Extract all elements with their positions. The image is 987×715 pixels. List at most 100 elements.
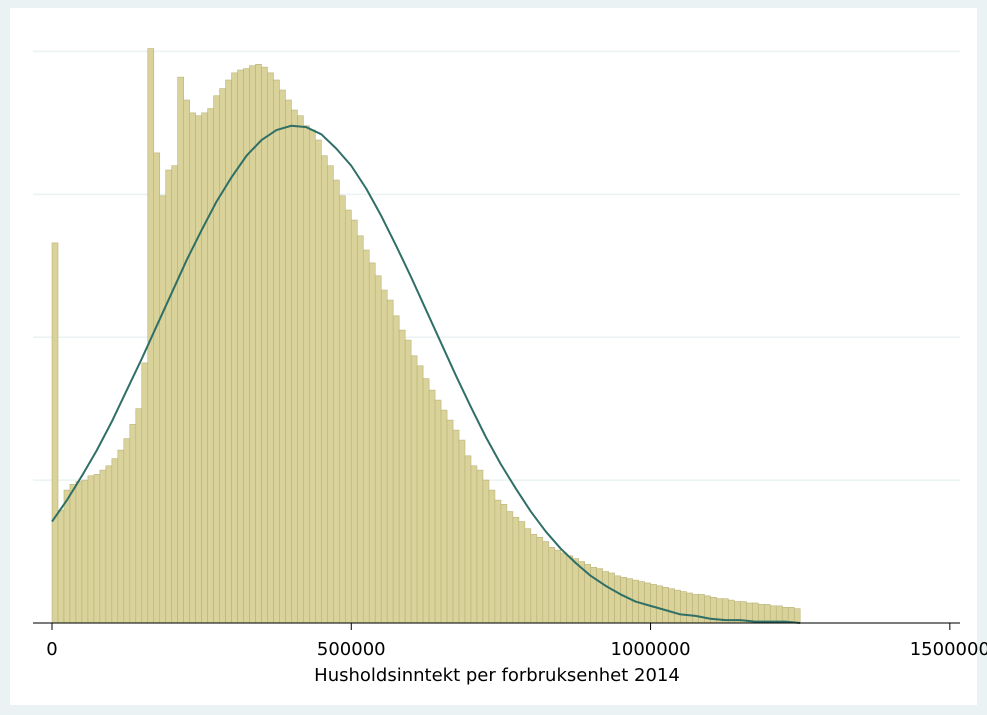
histogram-bar xyxy=(560,552,568,624)
histogram-bar xyxy=(69,484,77,624)
histogram-bar xyxy=(159,195,167,624)
histogram-bar xyxy=(470,465,478,624)
histogram-bar xyxy=(434,399,442,624)
histogram-bar xyxy=(207,108,214,624)
histogram-bar xyxy=(141,362,149,624)
histogram-bar xyxy=(99,469,107,624)
histogram-bar xyxy=(752,602,759,624)
histogram-bar xyxy=(542,541,550,624)
histogram-bar xyxy=(231,72,238,624)
histogram-bar xyxy=(614,575,621,624)
histogram-bar xyxy=(213,95,220,624)
histogram-bar xyxy=(476,469,484,624)
histogram-bar xyxy=(380,289,388,624)
histogram-bar xyxy=(787,606,795,624)
histogram-bar xyxy=(195,115,202,624)
histogram-bar xyxy=(362,249,370,624)
x-tick-label: 0 xyxy=(46,639,57,660)
histogram-bar xyxy=(674,589,681,624)
histogram-bar xyxy=(524,528,532,624)
histogram-bar xyxy=(500,504,508,624)
histogram-bar xyxy=(530,534,538,624)
histogram-bar xyxy=(608,572,615,624)
histogram-bar xyxy=(117,449,125,624)
histogram-bar xyxy=(446,419,454,624)
histogram-bar xyxy=(620,576,627,624)
histogram-bar xyxy=(566,555,574,624)
histogram-bar xyxy=(356,235,364,624)
histogram-bar xyxy=(440,409,448,624)
normal-curve xyxy=(51,124,801,624)
histogram-bar xyxy=(57,509,65,624)
histogram-bar xyxy=(548,546,556,624)
histogram-bar xyxy=(333,179,340,624)
histogram-bar xyxy=(273,79,280,624)
histogram-bar xyxy=(189,112,196,624)
histogram-bar xyxy=(123,438,131,624)
histogram-bar xyxy=(243,68,250,624)
histogram-bar xyxy=(458,439,466,624)
x-axis-label: Husholdsinntekt per forbruksenhet 2014 xyxy=(314,665,680,686)
histogram-bar xyxy=(309,129,316,624)
histogram-bar xyxy=(464,455,472,624)
histogram-bar xyxy=(554,549,562,624)
histogram-bar xyxy=(237,69,244,624)
histogram-bar xyxy=(386,299,394,624)
histogram-bar xyxy=(428,389,436,624)
histogram-bar xyxy=(339,195,346,624)
histogram-bar xyxy=(698,594,705,624)
histogram-bar xyxy=(261,66,268,624)
x-tick-label: 1000000 xyxy=(610,639,690,660)
histogram-bar xyxy=(315,139,322,624)
histogram-bar xyxy=(482,479,490,624)
histogram-bar xyxy=(692,594,699,624)
x-tick-label: 1500000 xyxy=(910,639,987,660)
histogram-bar xyxy=(93,474,101,624)
histogram-bar xyxy=(267,72,274,624)
histogram-bar xyxy=(255,63,262,624)
histogram-bar xyxy=(668,588,675,624)
histogram-bar xyxy=(488,489,496,624)
histogram-bar xyxy=(129,424,137,624)
histogram-bar xyxy=(75,481,83,624)
histogram-bar xyxy=(327,165,334,624)
histogram-bar xyxy=(650,584,657,624)
histogram-bar xyxy=(452,429,460,624)
histogram-bar xyxy=(291,109,298,624)
histogram-bar xyxy=(763,604,771,624)
histogram-bar xyxy=(656,585,663,624)
histogram-bar xyxy=(775,605,783,624)
histogram-bar xyxy=(596,568,603,624)
histogram-bar xyxy=(368,262,376,624)
histogram-bar xyxy=(572,558,580,624)
histogram-bar xyxy=(680,591,687,624)
histogram-bar xyxy=(769,605,777,624)
histogram-bar xyxy=(536,536,544,624)
histogram-bar xyxy=(177,76,184,624)
histogram-bar xyxy=(398,329,406,624)
histogram-bar xyxy=(279,89,286,624)
histogram-bar xyxy=(201,112,208,624)
histogram-bar xyxy=(219,88,226,624)
histogram-bar xyxy=(757,604,765,624)
histogram-bar xyxy=(644,582,651,624)
histogram-bar xyxy=(416,365,424,624)
histogram-bar xyxy=(344,209,352,624)
histogram-bar xyxy=(793,608,801,624)
histogram-bar xyxy=(285,99,292,624)
x-tick-label: 500000 xyxy=(317,639,386,660)
histogram-bar xyxy=(171,165,178,624)
histogram-bar xyxy=(297,115,304,624)
histogram-bar xyxy=(392,315,400,624)
histogram-bar xyxy=(626,578,633,624)
histogram-bar xyxy=(303,125,310,624)
histogram-bar xyxy=(422,378,430,624)
histogram-bar xyxy=(111,458,119,624)
histogram-bar xyxy=(506,511,514,624)
histogram-bar xyxy=(321,155,328,624)
histogram-bar xyxy=(686,592,693,624)
histogram-bar xyxy=(87,475,95,624)
histogram-bar xyxy=(602,571,609,624)
